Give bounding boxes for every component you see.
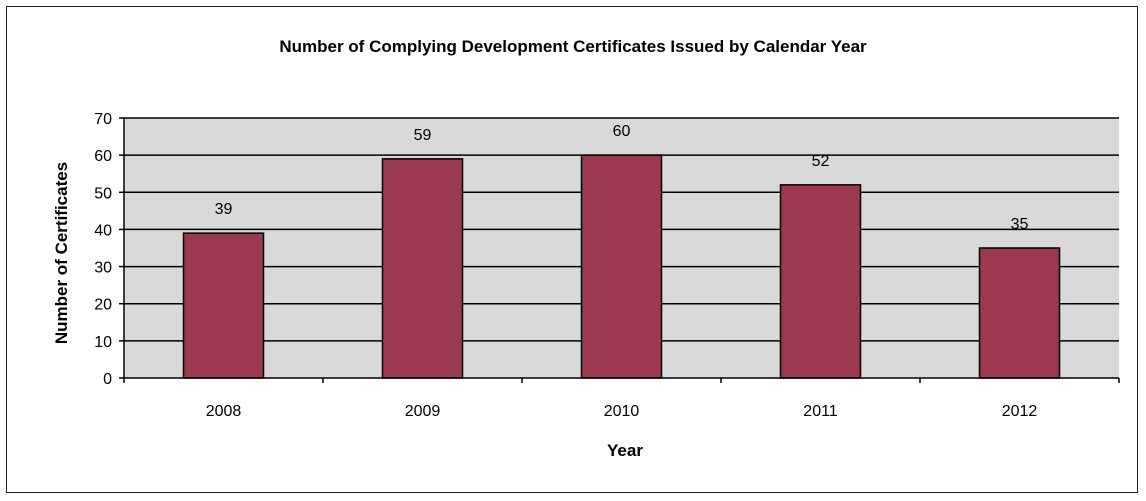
data-label: 39 [215,201,233,218]
x-tick-label: 2008 [206,403,242,420]
bar-2012 [978,247,1061,379]
y-tick-label: 20 [94,297,112,314]
y-tick-label: 40 [94,222,112,239]
data-labels: 39 59 60 52 35 [215,123,1029,233]
y-tick-label: 10 [94,334,112,351]
data-label: 59 [414,127,432,144]
x-tick-labels: 2008 2009 2010 2011 2012 [206,403,1038,420]
bar-2009 [381,158,464,379]
y-tick-label: 30 [94,260,112,277]
x-tick-label: 2011 [803,403,838,420]
y-tick-label: 0 [103,371,112,388]
data-label: 52 [812,153,830,170]
x-tick-label: 2012 [1002,403,1038,420]
y-tick-label: 60 [94,148,112,165]
axes [119,117,1120,383]
chart-title: Number of Complying Development Certific… [279,37,867,56]
y-tick-labels: 0 10 20 30 40 50 60 70 [94,111,112,388]
x-tick-label: 2009 [405,403,441,420]
y-tick-label: 50 [94,185,112,202]
data-label: 60 [613,123,631,140]
bar-2011 [779,184,862,379]
bar-2010 [580,154,663,379]
y-axis-title: Number of Certificates [52,162,71,344]
data-label: 35 [1011,216,1029,233]
x-axis-title: Year [607,441,643,460]
bar-2008 [182,232,265,379]
x-tick-label: 2010 [604,403,640,420]
y-tick-label: 70 [94,111,112,128]
